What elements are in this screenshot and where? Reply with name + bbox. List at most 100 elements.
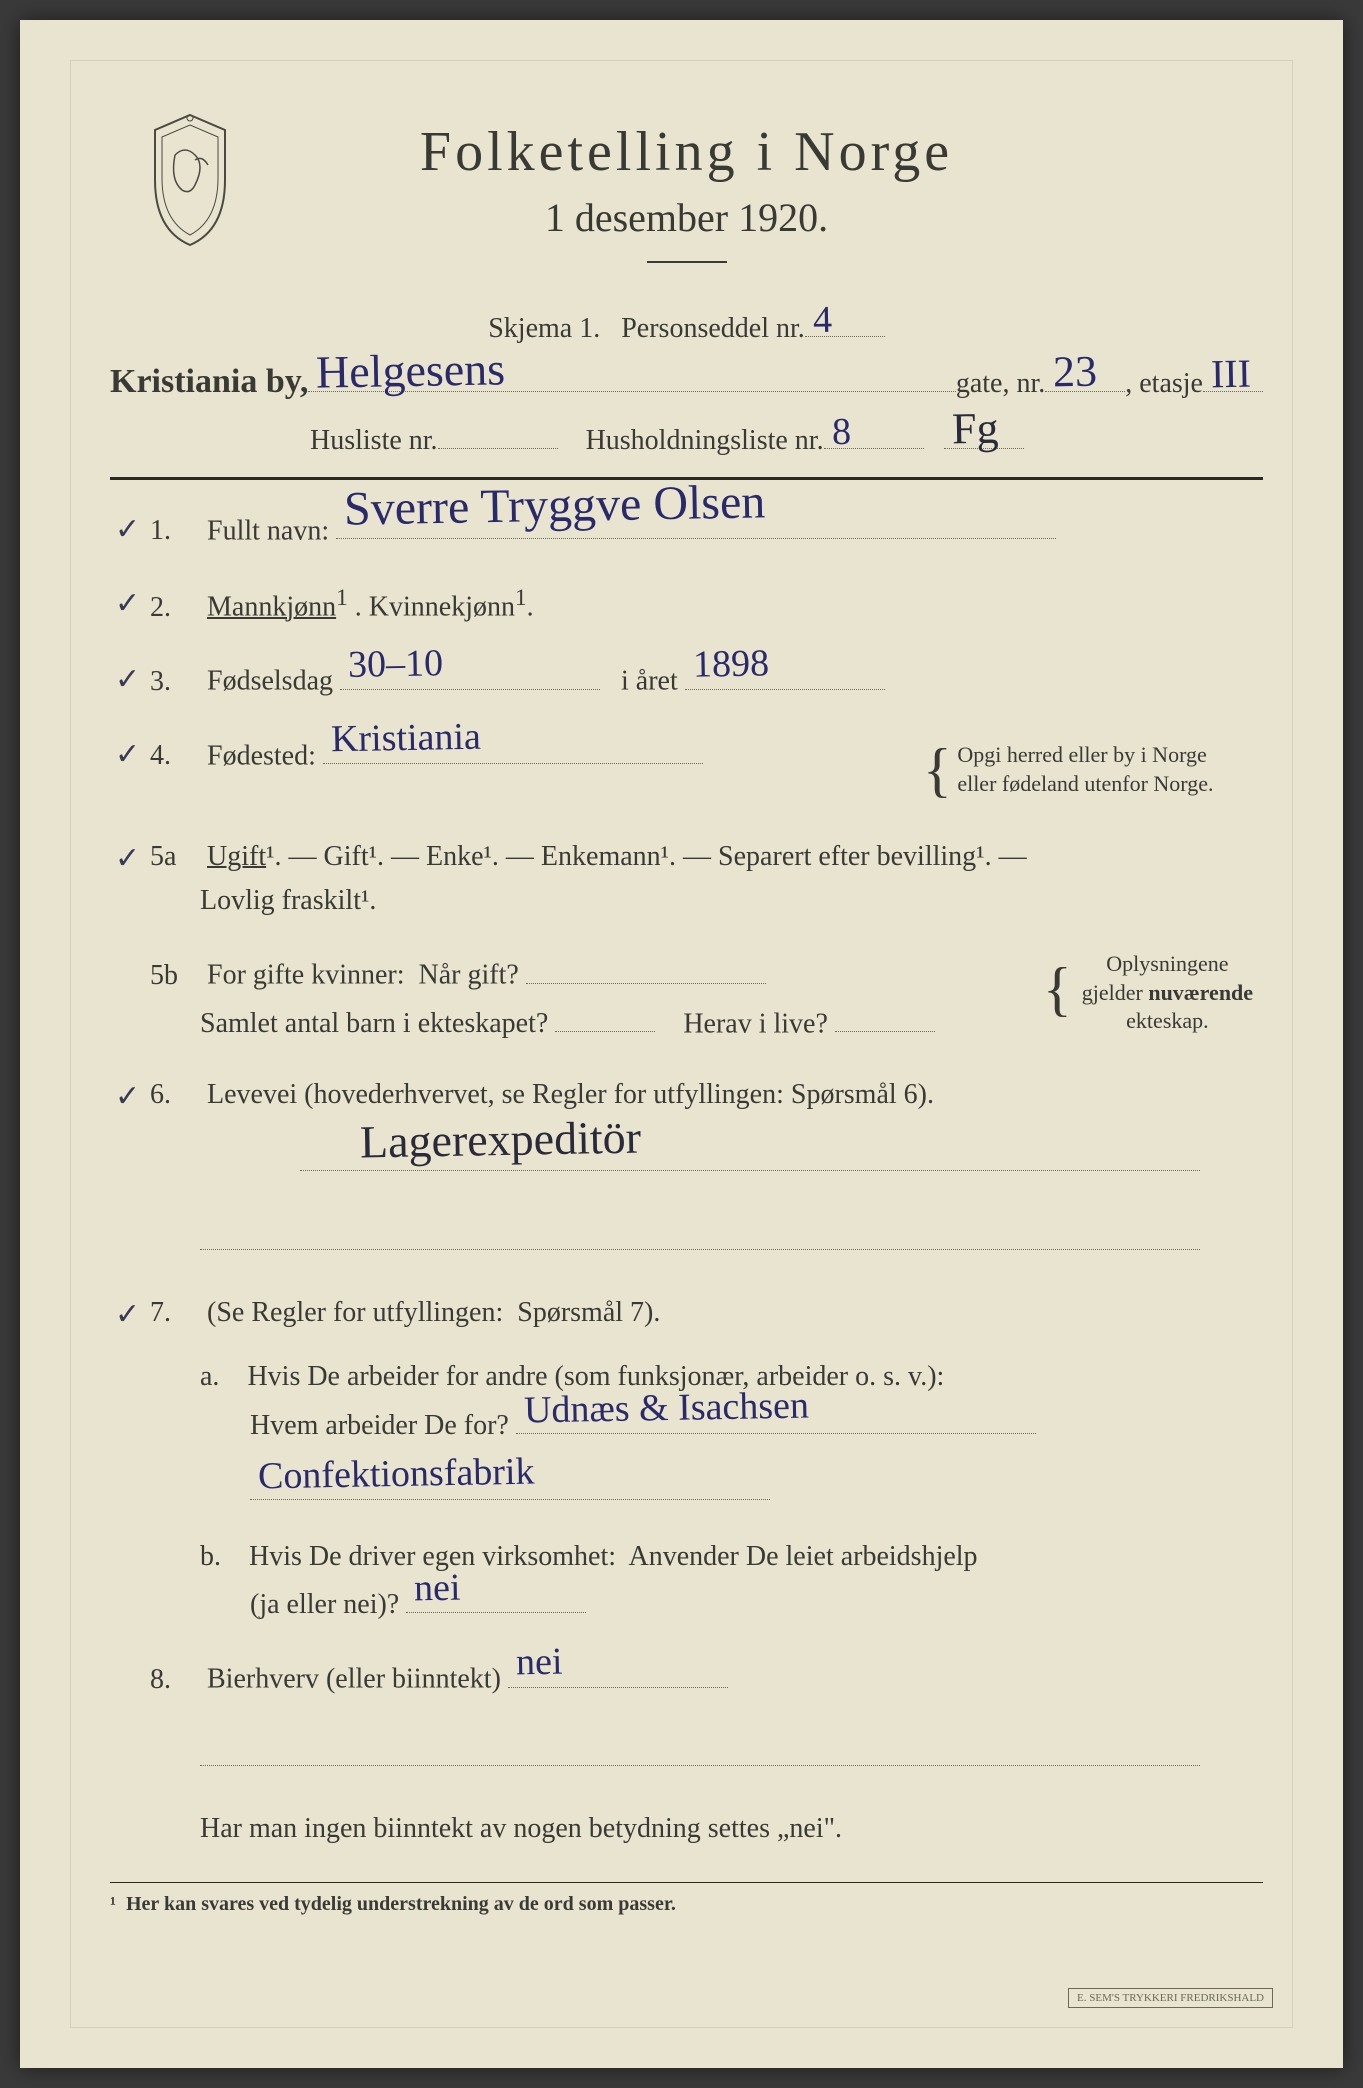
q7a-label: a. <box>200 1361 219 1392</box>
husliste-extra-value: Fg <box>951 402 998 454</box>
etasje-field: III <box>1203 359 1263 393</box>
q5b-line2c: Herav i live? <box>683 1008 828 1039</box>
q3-num: 3. <box>150 660 200 705</box>
q2-opt-b: . Kvinnekjønn <box>355 592 515 623</box>
q5b-num: 5b <box>150 954 200 999</box>
stamp-text: E. SEM'S TRYKKERI FREDRIKSHALD <box>1077 1992 1264 2004</box>
q8-value: nei <box>515 1632 562 1694</box>
q6-field: Lagerexpeditör <box>300 1138 1200 1172</box>
q3-mid <box>607 666 614 697</box>
q5b-line2b <box>662 1008 676 1039</box>
check-icon: ✓ <box>115 656 140 704</box>
q1-num: 1. <box>150 509 200 554</box>
q4-num: 4. <box>150 734 200 779</box>
question-8: 8. Bierhverv (eller biinntekt) nei <box>150 1654 1263 1781</box>
question-7: ✓ 7. (Se Regler for utfyllingen: Spørsmå… <box>150 1291 1263 1629</box>
q3-mid2: i året <box>621 666 678 697</box>
husliste-b-field: 8 <box>824 415 924 449</box>
q4-note-a: Opgi herred eller by i Norge <box>957 742 1206 767</box>
q8-label: Bierhverv (eller biinntekt) <box>207 1664 501 1695</box>
husliste-spacer <box>558 425 586 457</box>
gate-label: gate, nr. <box>956 368 1045 400</box>
street-value: Helgesens <box>316 343 506 399</box>
q5b-note1: Oplysningene <box>1106 951 1228 976</box>
q2-sup-a: 1 <box>336 585 348 611</box>
foot-line: Har man ingen biinntekt av nogen betydni… <box>200 1807 1263 1852</box>
q7a-spacer <box>226 1361 240 1392</box>
q6-value: Lagerexpeditör <box>359 1100 641 1178</box>
q1-value: Sverre Tryggve Olsen <box>343 464 766 548</box>
title-rule <box>647 261 727 263</box>
check-icon: ✓ <box>115 1291 140 1339</box>
gate-nr-value: 23 <box>1053 346 1098 398</box>
q7a-value2: Confektionsfabrik <box>257 1442 535 1508</box>
etasje-value: III <box>1211 350 1252 398</box>
q3-day-value: 30–10 <box>347 633 443 695</box>
q1-field: Sverre Tryggve Olsen <box>336 506 1056 540</box>
printer-stamp: E. SEM'S TRYKKERI FREDRIKSHALD <box>1068 1988 1273 2008</box>
q7b-line2: (ja eller nei)? <box>250 1589 399 1620</box>
q5b-live-field <box>835 999 935 1033</box>
census-form-page: Folketelling i Norge 1 desember 1920. Sk… <box>20 20 1343 2068</box>
q3-year-value: 1898 <box>692 633 769 695</box>
check-icon: ✓ <box>115 580 140 628</box>
q3-day-field: 30–10 <box>340 656 600 690</box>
q4-value: Kristiania <box>330 707 481 770</box>
q7-label: (Se Regler for utfyllingen: Spørsmål 7). <box>207 1297 660 1328</box>
q7b-label: b. <box>200 1541 221 1572</box>
q7a-value1: Udnæs & Isachsen <box>523 1376 809 1442</box>
husliste-a-field <box>438 415 558 449</box>
skjema-label-b <box>600 313 621 345</box>
brace-icon: { <box>923 737 952 803</box>
personseddel-nr-field: 4 <box>805 303 885 337</box>
question-1: ✓ 1. Fullt navn: Sverre Tryggve Olsen <box>150 506 1263 554</box>
q7a-block: a. Hvis De arbeider for andre (som funks… <box>200 1355 1263 1515</box>
q7b-line1: Hvis De driver egen virksomhet: Anvender… <box>249 1541 978 1572</box>
q5b-gift-field <box>526 950 766 984</box>
gate-nr-field: 23 <box>1045 359 1125 393</box>
q4-field: Kristiania <box>323 731 703 765</box>
q5b-barn-field <box>555 999 655 1033</box>
q2-opt-a: Mannkjønn <box>207 592 336 623</box>
street-field: Helgesens <box>308 359 955 393</box>
question-6: ✓ 6. Levevei (hovederhvervet, se Regler … <box>150 1073 1263 1265</box>
question-5a: ✓ 5a Ugift¹. — Gift¹. — Enke¹. — Enkeman… <box>150 835 1263 925</box>
q7b-spacer <box>228 1541 242 1572</box>
footnote-text: ¹ Her kan svares ved tydelig understrekn… <box>110 1893 676 1915</box>
q7-num: 7. <box>150 1291 200 1336</box>
divider-foot <box>110 1882 1263 1883</box>
skjema-label-a: Skjema 1. <box>488 313 600 345</box>
skjema-label-b2: Personseddel nr. <box>621 313 805 345</box>
q7b-field: nei <box>406 1580 586 1614</box>
question-3: ✓ 3. Fødselsdag 30–10 i året 1898 <box>150 656 1263 704</box>
q7b-value: nei <box>414 1557 461 1619</box>
husliste-b-value: 8 <box>831 410 851 454</box>
q2-tail: . <box>527 592 534 623</box>
husliste-extra-field: Fg <box>944 415 1024 449</box>
check-icon: ✓ <box>115 1073 140 1121</box>
q5a-opts: Ugift¹. — Gift¹. — Enke¹. — Enkemann¹. —… <box>207 841 1027 872</box>
husliste-label-b: Husholdningsliste nr. <box>586 425 824 457</box>
q8-field2 <box>200 1733 1200 1767</box>
q5b-line1: For gifte kvinner: Når gift? <box>207 960 519 991</box>
address-row: Kristiania by, Helgesens gate, nr. 23 , … <box>110 359 1263 402</box>
q7a-field1: Udnæs & Isachsen <box>516 1400 1036 1434</box>
question-4: ✓ 4. Fødested: Kristiania { Opgi herred … <box>150 731 1263 809</box>
q5b-note3: ekteskap. <box>1126 1008 1208 1033</box>
q8-field: nei <box>508 1654 728 1688</box>
q7a-field2: Confektionsfabrik <box>250 1467 770 1501</box>
form-title: Folketelling i Norge <box>110 120 1263 184</box>
brace-icon: { <box>1043 950 1072 1028</box>
etasje-label: , etasje <box>1125 368 1203 400</box>
question-5b: 5b For gifte kvinner: Når gift? Samlet a… <box>150 950 1263 1047</box>
q1-label: Fullt navn: <box>207 515 329 546</box>
q4-side-note: { Opgi herred eller by i Norge eller fød… <box>923 731 1263 809</box>
q5a-opts2: Lovlig fraskilt¹. <box>200 885 376 916</box>
q5b-line2a: Samlet antal barn i ekteskapet? <box>200 1008 548 1039</box>
q7b-block: b. Hvis De driver egen virksomhet: Anven… <box>200 1535 1263 1628</box>
q8-num: 8. <box>150 1658 200 1703</box>
husliste-row: Husliste nr. Husholdningsliste nr. 8 Fg <box>310 415 1263 457</box>
q3-year-field: 1898 <box>685 656 885 690</box>
q6-field2 <box>200 1216 1200 1250</box>
form-header: Folketelling i Norge 1 desember 1920. <box>110 120 1263 263</box>
